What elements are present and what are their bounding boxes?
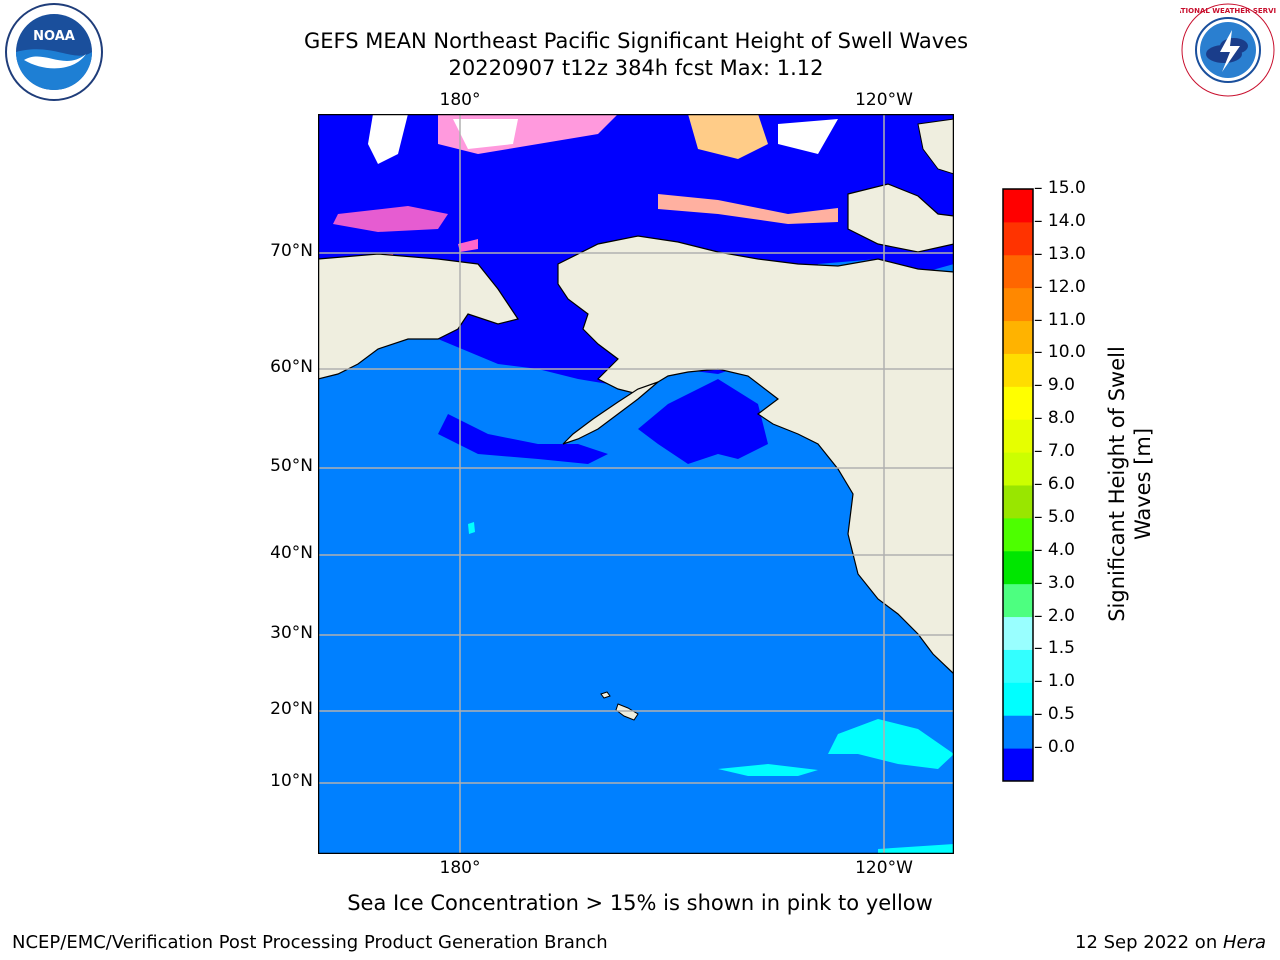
colorbar-tick-label: – 1.0 <box>1034 671 1075 692</box>
lon-label-top-180: 180° <box>439 90 481 110</box>
colorbar-tick-label: – 4.0 <box>1034 539 1075 560</box>
colorbar-label: Significant Height of Swell Waves [m] <box>1105 346 1155 622</box>
lat-label-50n: 50°N <box>270 456 313 476</box>
lat-label-60n: 60°N <box>270 357 313 377</box>
sea-ice-band-4 <box>688 114 768 159</box>
run-date: 12 Sep 2022 on Hera <box>1075 932 1266 953</box>
colorbar-tick-label: – 0.0 <box>1034 737 1075 758</box>
ocean-swell-0-0.5-bering <box>438 414 608 464</box>
colorbar-bin-1 <box>1003 715 1033 749</box>
land-greenland-edge <box>917 118 954 175</box>
colorbar-bin-13 <box>1003 320 1033 354</box>
credit-text: NCEP/EMC/Verification Post Processing Pr… <box>12 932 608 953</box>
colorbar-tick-label: – 15.0 <box>1034 178 1086 198</box>
colorbar-bin-7 <box>1003 517 1033 552</box>
colorbar-bin-0 <box>1003 748 1033 782</box>
colorbar-tick-label: – 11.0 <box>1034 309 1086 330</box>
lat-label-70n: 70°N <box>270 241 313 261</box>
lon-label-bottom-120w: 120°W <box>855 858 913 878</box>
lat-label-10n: 10°N <box>270 771 313 791</box>
colorbar-tick-label: – 5.0 <box>1034 506 1075 527</box>
sea-ice-band-1 <box>333 206 448 232</box>
colorbar-bin-2 <box>1003 682 1033 716</box>
colorbar-tick-label: – 1.5 <box>1034 638 1075 659</box>
colorbar-tick-label: – 8.0 <box>1034 408 1075 429</box>
swell-patch-1.0-1.5-bottom <box>878 844 954 854</box>
land-alaska-peninsula <box>562 381 659 445</box>
lat-label-20n: 20°N <box>270 699 313 719</box>
chart-subtitle: 20220907 t12z 384h fcst Max: 1.12 <box>448 56 824 80</box>
colorbar-bin-9 <box>1003 452 1033 486</box>
sea-ice-band-2 <box>658 194 838 224</box>
colorbar-bin-12 <box>1003 353 1033 387</box>
colorbar-bin-10 <box>1003 419 1033 453</box>
nws-logo: NATIONAL WEATHER SERVICE <box>1180 3 1276 97</box>
map-frame <box>318 114 954 854</box>
colorbar-bin-16 <box>1003 221 1033 256</box>
svg-text:NATIONAL WEATHER SERVICE: NATIONAL WEATHER SERVICE <box>1180 7 1276 15</box>
colorbar-bin-3 <box>1003 649 1033 683</box>
colorbar-tick-label: – 0.5 <box>1034 704 1075 725</box>
colorbar-bin-6 <box>1003 550 1033 585</box>
map-grid <box>318 114 954 854</box>
swell-patch-1.0-1.5-southwest <box>718 764 818 776</box>
colorbar-tick-label: – 7.0 <box>1034 441 1075 462</box>
colorbar-tick-label: – 3.0 <box>1034 572 1075 593</box>
colorbar-tick-label: – 9.0 <box>1034 375 1075 396</box>
map-plot-area <box>318 114 954 854</box>
lon-label-top-120w: 120°W <box>855 90 913 110</box>
colorbar-bin-4 <box>1003 616 1033 650</box>
colorbar-bin-17 <box>1003 189 1033 223</box>
swell-patch-1.0-1.5-south <box>828 719 954 769</box>
colorbar-tick-label: – 2.0 <box>1034 605 1075 626</box>
lat-label-30n: 30°N <box>270 623 313 643</box>
colorbar-tick-label: – 6.0 <box>1034 474 1075 494</box>
swell-patch-1.0-1.5-west <box>468 522 475 534</box>
lon-label-bottom-180: 180° <box>439 858 481 878</box>
svg-text:NOAA: NOAA <box>33 29 75 44</box>
colorbar-tick-label: – 10.0 <box>1034 342 1086 363</box>
land-arctic-islands <box>847 183 954 253</box>
colorbar-tick-label: – 12.0 <box>1034 276 1086 297</box>
colorbar-bin-15 <box>1003 254 1033 289</box>
land-hawaii <box>600 691 639 721</box>
sea-ice-top-white <box>368 114 838 164</box>
colorbar-frame <box>1002 188 1034 782</box>
colorbar-bin-5 <box>1003 583 1033 618</box>
lat-label-40n: 40°N <box>270 543 313 563</box>
noaa-logo: NOAA <box>5 3 103 101</box>
chart-title: GEFS MEAN Northeast Pacific Significant … <box>303 29 969 53</box>
colorbar-bin-8 <box>1003 485 1033 519</box>
ocean-swell-0-0.5-gulf <box>638 379 768 464</box>
colorbar-tick-label: – 13.0 <box>1034 243 1086 264</box>
colorbar <box>1002 188 1034 782</box>
colorbar-tick-label: – 14.0 <box>1034 210 1086 231</box>
colorbar-bin-11 <box>1003 386 1033 420</box>
colorbar-bin-14 <box>1003 287 1033 322</box>
sea-ice-caption: Sea Ice Concentration > 15% is shown in … <box>347 891 933 915</box>
